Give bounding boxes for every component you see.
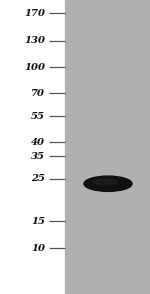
Bar — [65, 0, 150, 294]
Text: 55: 55 — [31, 112, 45, 121]
Text: 15: 15 — [31, 217, 45, 225]
Text: 35: 35 — [31, 152, 45, 161]
Text: 130: 130 — [24, 36, 45, 45]
Bar — [0, 0, 65, 294]
Ellipse shape — [84, 176, 132, 191]
Ellipse shape — [93, 179, 117, 185]
Text: 25: 25 — [31, 174, 45, 183]
Text: 40: 40 — [31, 138, 45, 146]
Text: 100: 100 — [24, 63, 45, 71]
Text: 70: 70 — [31, 89, 45, 98]
Text: 10: 10 — [31, 244, 45, 253]
Text: 170: 170 — [24, 9, 45, 18]
